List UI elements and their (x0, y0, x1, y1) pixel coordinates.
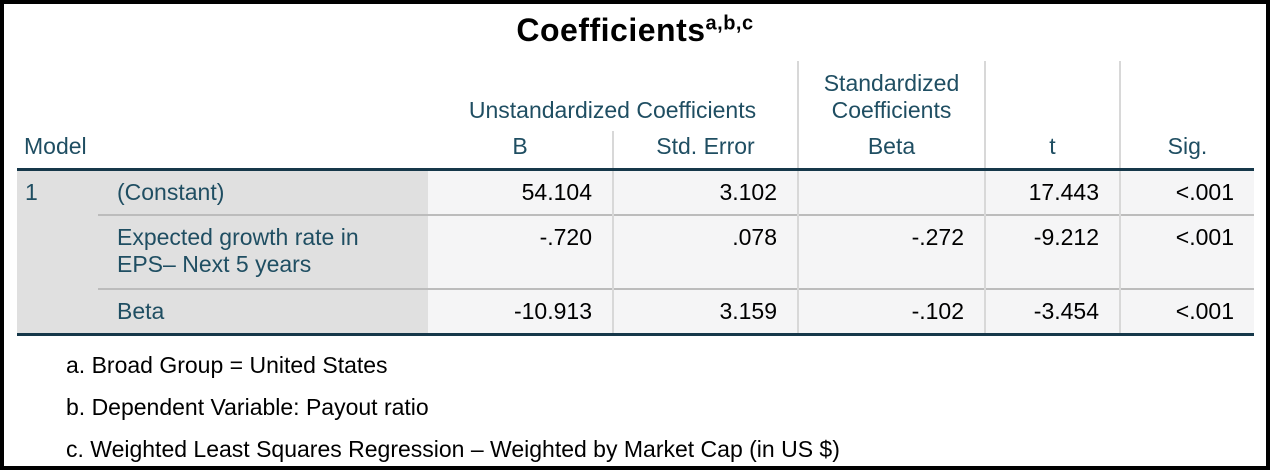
cell-b: -.720 (428, 213, 613, 289)
header-spacer-sig (1119, 61, 1254, 131)
cell-beta: -.102 (797, 287, 985, 336)
header-group-row: Model Unstandardized Coefficients Standa… (17, 61, 1254, 171)
header-group-standardized: Standardized Coefficients (797, 61, 985, 131)
table-row: Beta -10.913 3.159 -.102 -3.454 <.001 (17, 287, 1254, 336)
footnote-b: b. Dependent Variable: Payout ratio (66, 393, 429, 420)
header-model: Model (17, 61, 428, 171)
cell-sig: <.001 (1119, 169, 1254, 215)
predictor-cell-growth: Expected growth rate in EPS– Next 5 year… (98, 213, 428, 289)
footnotes: a. Broad Group = United States b. Depend… (66, 351, 1266, 462)
cell-t: 17.443 (984, 169, 1120, 215)
header-col-beta: Beta (797, 131, 985, 171)
table-title-footnote-marks: a,b,c (705, 12, 754, 35)
table-title: Coefficientsa,b,c (4, 12, 1266, 49)
predictor-cell-beta: Beta (98, 287, 428, 336)
cell-b: -10.913 (428, 287, 613, 336)
header-col-t: t (984, 131, 1120, 171)
header-col-sig: Sig. (1119, 131, 1254, 171)
header-spacer-t (984, 61, 1120, 131)
table-row: Expected growth rate in EPS– Next 5 year… (17, 213, 1254, 289)
table-row: 1 (Constant) 54.104 3.102 17.443 <.001 (17, 169, 1254, 336)
header-column-row: B Std. Error Beta t Sig. (17, 131, 1254, 171)
footnote-c: c. Weighted Least Squares Regression – W… (66, 435, 840, 462)
cell-sig: <.001 (1119, 213, 1254, 289)
header-col-std-error: Std. Error (612, 131, 798, 171)
model-number-cell: 1 (17, 169, 98, 336)
cell-beta: -.272 (797, 213, 985, 289)
cell-std-error: .078 (612, 213, 798, 289)
footnote-a: a. Broad Group = United States (66, 351, 388, 378)
cell-t: -3.454 (984, 287, 1120, 336)
cell-sig: <.001 (1119, 287, 1254, 336)
predictor-cell-constant: (Constant) (98, 169, 428, 215)
coefficients-table: Model Unstandardized Coefficients Standa… (17, 61, 1254, 336)
header-group-unstandardized: Unstandardized Coefficients (468, 96, 757, 123)
cell-beta (797, 169, 985, 215)
table-title-text: Coefficients (516, 12, 706, 48)
header-col-b: B (428, 131, 613, 171)
cell-std-error: 3.102 (612, 169, 798, 215)
cell-t: -9.212 (984, 213, 1120, 289)
cell-b: 54.104 (428, 169, 613, 215)
cell-std-error: 3.159 (612, 287, 798, 336)
